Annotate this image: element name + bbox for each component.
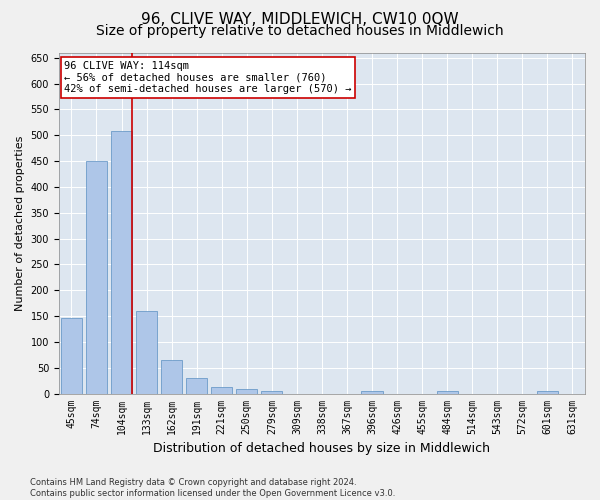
- Bar: [186, 378, 208, 394]
- Bar: [537, 391, 558, 394]
- Text: Size of property relative to detached houses in Middlewich: Size of property relative to detached ho…: [96, 24, 504, 38]
- Bar: [261, 391, 283, 394]
- Bar: [437, 391, 458, 394]
- Text: 96, CLIVE WAY, MIDDLEWICH, CW10 0QW: 96, CLIVE WAY, MIDDLEWICH, CW10 0QW: [141, 12, 459, 28]
- X-axis label: Distribution of detached houses by size in Middlewich: Distribution of detached houses by size …: [154, 442, 490, 455]
- Bar: [236, 390, 257, 394]
- Y-axis label: Number of detached properties: Number of detached properties: [15, 136, 25, 310]
- Bar: [61, 318, 82, 394]
- Text: Contains HM Land Registry data © Crown copyright and database right 2024.
Contai: Contains HM Land Registry data © Crown c…: [30, 478, 395, 498]
- Bar: [211, 387, 232, 394]
- Bar: [86, 161, 107, 394]
- Bar: [361, 391, 383, 394]
- Text: 96 CLIVE WAY: 114sqm
← 56% of detached houses are smaller (760)
42% of semi-deta: 96 CLIVE WAY: 114sqm ← 56% of detached h…: [64, 61, 352, 94]
- Bar: [161, 360, 182, 394]
- Bar: [111, 131, 132, 394]
- Bar: [136, 311, 157, 394]
